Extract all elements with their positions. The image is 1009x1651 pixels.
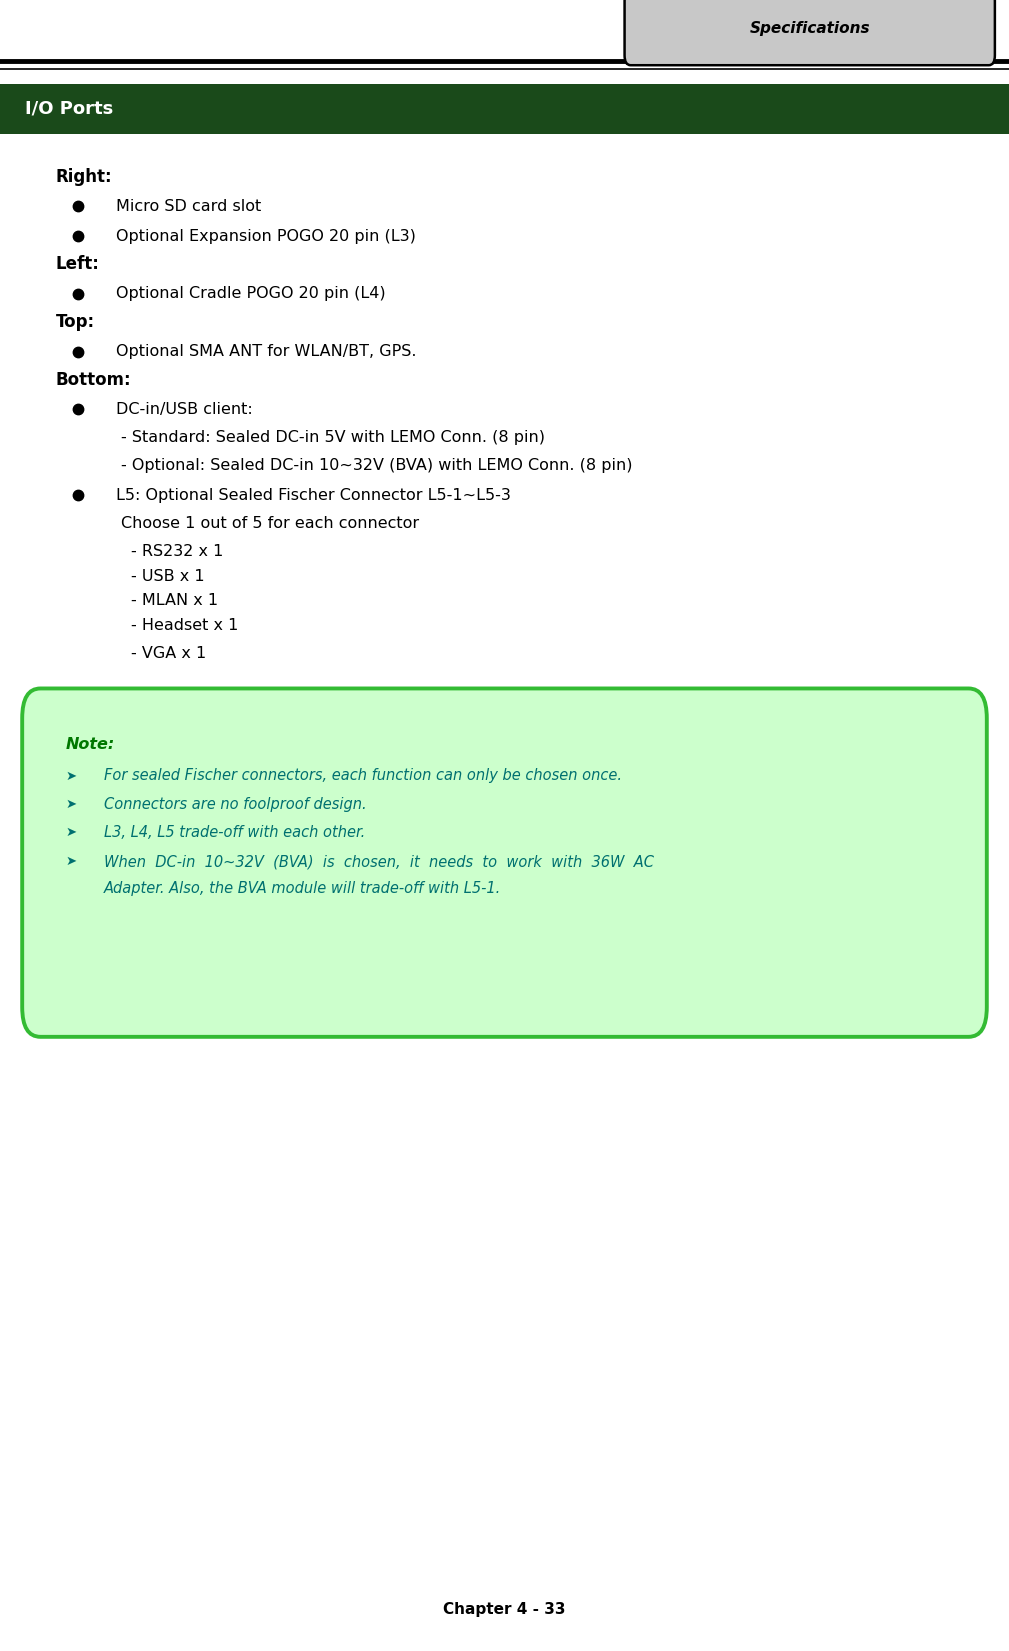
Text: - MLAN x 1: - MLAN x 1 <box>131 593 218 609</box>
Text: DC-in/USB client:: DC-in/USB client: <box>116 401 253 418</box>
Text: Adapter. Also, the BVA module will trade-off with L5-1.: Adapter. Also, the BVA module will trade… <box>104 880 501 896</box>
Text: Connectors are no foolproof design.: Connectors are no foolproof design. <box>104 796 366 812</box>
Text: Note:: Note: <box>66 736 115 753</box>
Text: For sealed Fischer connectors, each function can only be chosen once.: For sealed Fischer connectors, each func… <box>104 768 622 784</box>
Text: Choose 1 out of 5 for each connector: Choose 1 out of 5 for each connector <box>121 515 419 532</box>
Text: ➤: ➤ <box>66 855 77 868</box>
Text: - VGA x 1: - VGA x 1 <box>131 646 207 662</box>
Bar <box>0 84 1009 134</box>
Text: I/O Ports: I/O Ports <box>25 101 113 117</box>
Text: ➤: ➤ <box>66 826 77 839</box>
Text: Optional Cradle POGO 20 pin (L4): Optional Cradle POGO 20 pin (L4) <box>116 286 385 302</box>
Text: Optional Expansion POGO 20 pin (L3): Optional Expansion POGO 20 pin (L3) <box>116 228 416 244</box>
Text: Optional SMA ANT for WLAN/BT, GPS.: Optional SMA ANT for WLAN/BT, GPS. <box>116 343 417 360</box>
Text: ➤: ➤ <box>66 769 77 783</box>
Text: - USB x 1: - USB x 1 <box>131 568 205 584</box>
Text: Right:: Right: <box>55 168 112 185</box>
Text: ➤: ➤ <box>66 797 77 811</box>
Text: L3, L4, L5 trade-off with each other.: L3, L4, L5 trade-off with each other. <box>104 824 365 840</box>
FancyBboxPatch shape <box>625 0 995 66</box>
Text: Left:: Left: <box>55 256 99 272</box>
Text: Specifications: Specifications <box>750 20 870 36</box>
Text: Bottom:: Bottom: <box>55 371 131 388</box>
Text: - Optional: Sealed DC-in 10~32V (BVA) with LEMO Conn. (8 pin): - Optional: Sealed DC-in 10~32V (BVA) wi… <box>121 457 633 474</box>
FancyBboxPatch shape <box>22 688 987 1037</box>
Text: Micro SD card slot: Micro SD card slot <box>116 198 261 215</box>
Text: Chapter 4 - 33: Chapter 4 - 33 <box>443 1601 566 1618</box>
Text: - Headset x 1: - Headset x 1 <box>131 617 238 634</box>
Text: L5: Optional Sealed Fischer Connector L5-1~L5-3: L5: Optional Sealed Fischer Connector L5… <box>116 487 511 504</box>
Text: When  DC-in  10~32V  (BVA)  is  chosen,  it  needs  to  work  with  36W  AC: When DC-in 10~32V (BVA) is chosen, it ne… <box>104 854 654 870</box>
Text: Top:: Top: <box>55 314 95 330</box>
Text: - RS232 x 1: - RS232 x 1 <box>131 543 224 560</box>
Text: - Standard: Sealed DC-in 5V with LEMO Conn. (8 pin): - Standard: Sealed DC-in 5V with LEMO Co… <box>121 429 545 446</box>
